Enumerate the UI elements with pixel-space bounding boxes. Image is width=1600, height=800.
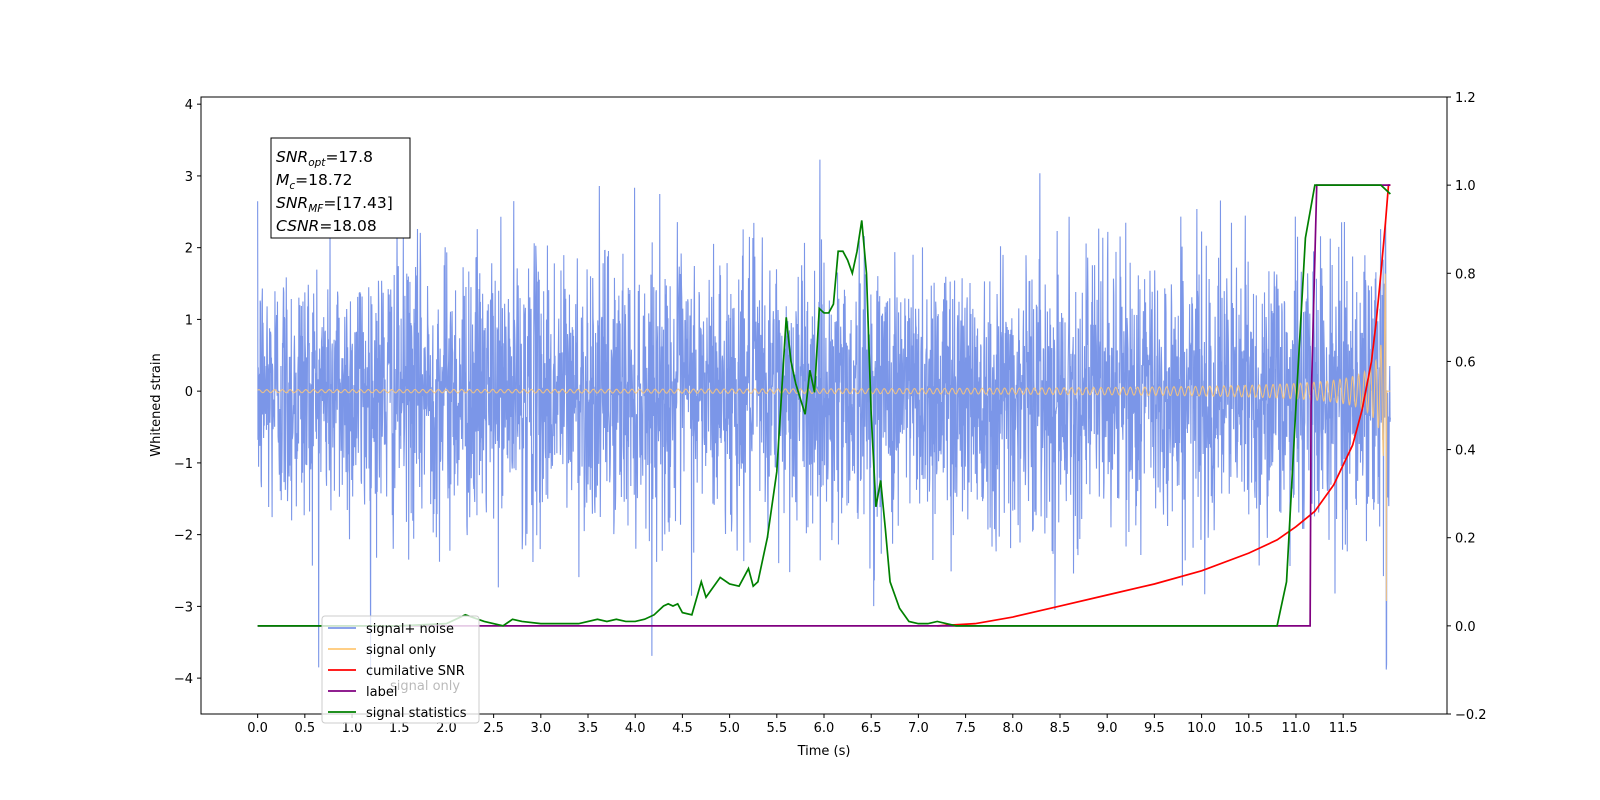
x-tick-label: 1.5 [389,721,410,736]
y-tick-label: 4 [185,98,193,113]
annotation-line: SNRopt=17.8 [276,148,373,169]
x-tick-label: 6.5 [861,721,882,736]
y-axis-left: 4 3 2 1 0 −1 −2 −3 −4 [174,98,201,687]
legend-entry-label: signal+ noise [366,622,454,637]
x-tick-label: 4.0 [625,721,646,736]
y-axis-right: 1.2 1.0 0.8 0.6 0.4 0.2 0.0 −0.2 [1447,91,1487,723]
x-tick-label: 4.5 [672,721,693,736]
x-tick-label: 6.0 [814,721,835,736]
y2-tick-label: 0.4 [1455,444,1476,459]
y-tick-label: 1 [185,313,193,328]
y-axis-label: Whitened strain [149,353,164,456]
y2-tick-label: 0.6 [1455,355,1476,370]
annotation-line: CSNR=18.08 [276,217,377,235]
x-tick-label: 10.0 [1187,721,1216,736]
x-tick-label: 9.5 [1144,721,1165,736]
x-tick-label: 5.5 [766,721,787,736]
x-tick-label: 7.5 [955,721,976,736]
x-tick-label: 3.0 [530,721,551,736]
series-cumulative-snr [937,184,1391,627]
x-tick-label: 8.0 [1002,721,1023,736]
series-signal-statistics [257,184,1391,627]
y-tick-label: 0 [185,385,193,400]
annotation-frame [270,137,411,239]
y-tick-label: −4 [174,672,193,687]
x-tick-label: 2.0 [436,721,457,736]
y-tick-label: 2 [185,242,193,257]
y2-tick-label: −0.2 [1455,708,1487,723]
plot-area [257,159,1391,678]
x-tick-label: 10.5 [1234,721,1263,736]
x-tick-label: 9.0 [1097,721,1118,736]
series-signal-noise [257,159,1391,678]
y2-tick-label: 0.8 [1455,267,1476,282]
y2-tick-label: 1.2 [1455,91,1476,106]
y2-tick-label: 0.2 [1455,532,1476,547]
y-tick-label: −2 [174,529,193,544]
legend-entry-label: label [366,685,397,700]
series-signal-only [257,273,1391,601]
y-tick-label: 3 [185,170,193,185]
x-tick-label: 8.5 [1050,721,1071,736]
y-tick-label: −3 [174,600,193,615]
x-tick-label: 1.0 [342,721,363,736]
annotation-line: SNRMF=[17.43] [276,194,393,215]
legend-entry-label: signal statistics [366,706,467,721]
x-tick-label: 0.0 [247,721,268,736]
legend-underlying-text: signal only [390,679,460,694]
y-tick-label: −1 [174,457,193,472]
x-tick-label: 11.0 [1281,721,1310,736]
x-tick-label: 5.0 [719,721,740,736]
x-tick-label: 0.5 [294,721,315,736]
y2-tick-label: 1.0 [1455,179,1476,194]
y2-tick-label: 0.0 [1455,620,1476,635]
x-axis-label: Time (s) [797,744,851,759]
x-tick-label: 11.5 [1329,721,1358,736]
legend-entry-label: signal only [366,643,436,658]
annotation-line: Mc=18.72 [276,171,353,192]
x-tick-label: 2.5 [483,721,504,736]
legend-box [321,615,480,724]
legend-entry-label: cumilative SNR [366,664,465,679]
x-tick-label: 7.0 [908,721,929,736]
x-axis: 0.0 0.5 1.0 1.5 2.0 2.5 3.0 3.5 4.0 4.5 5.0 5.5 6.0 6… [247,714,1358,736]
x-tick-label: 3.5 [578,721,599,736]
